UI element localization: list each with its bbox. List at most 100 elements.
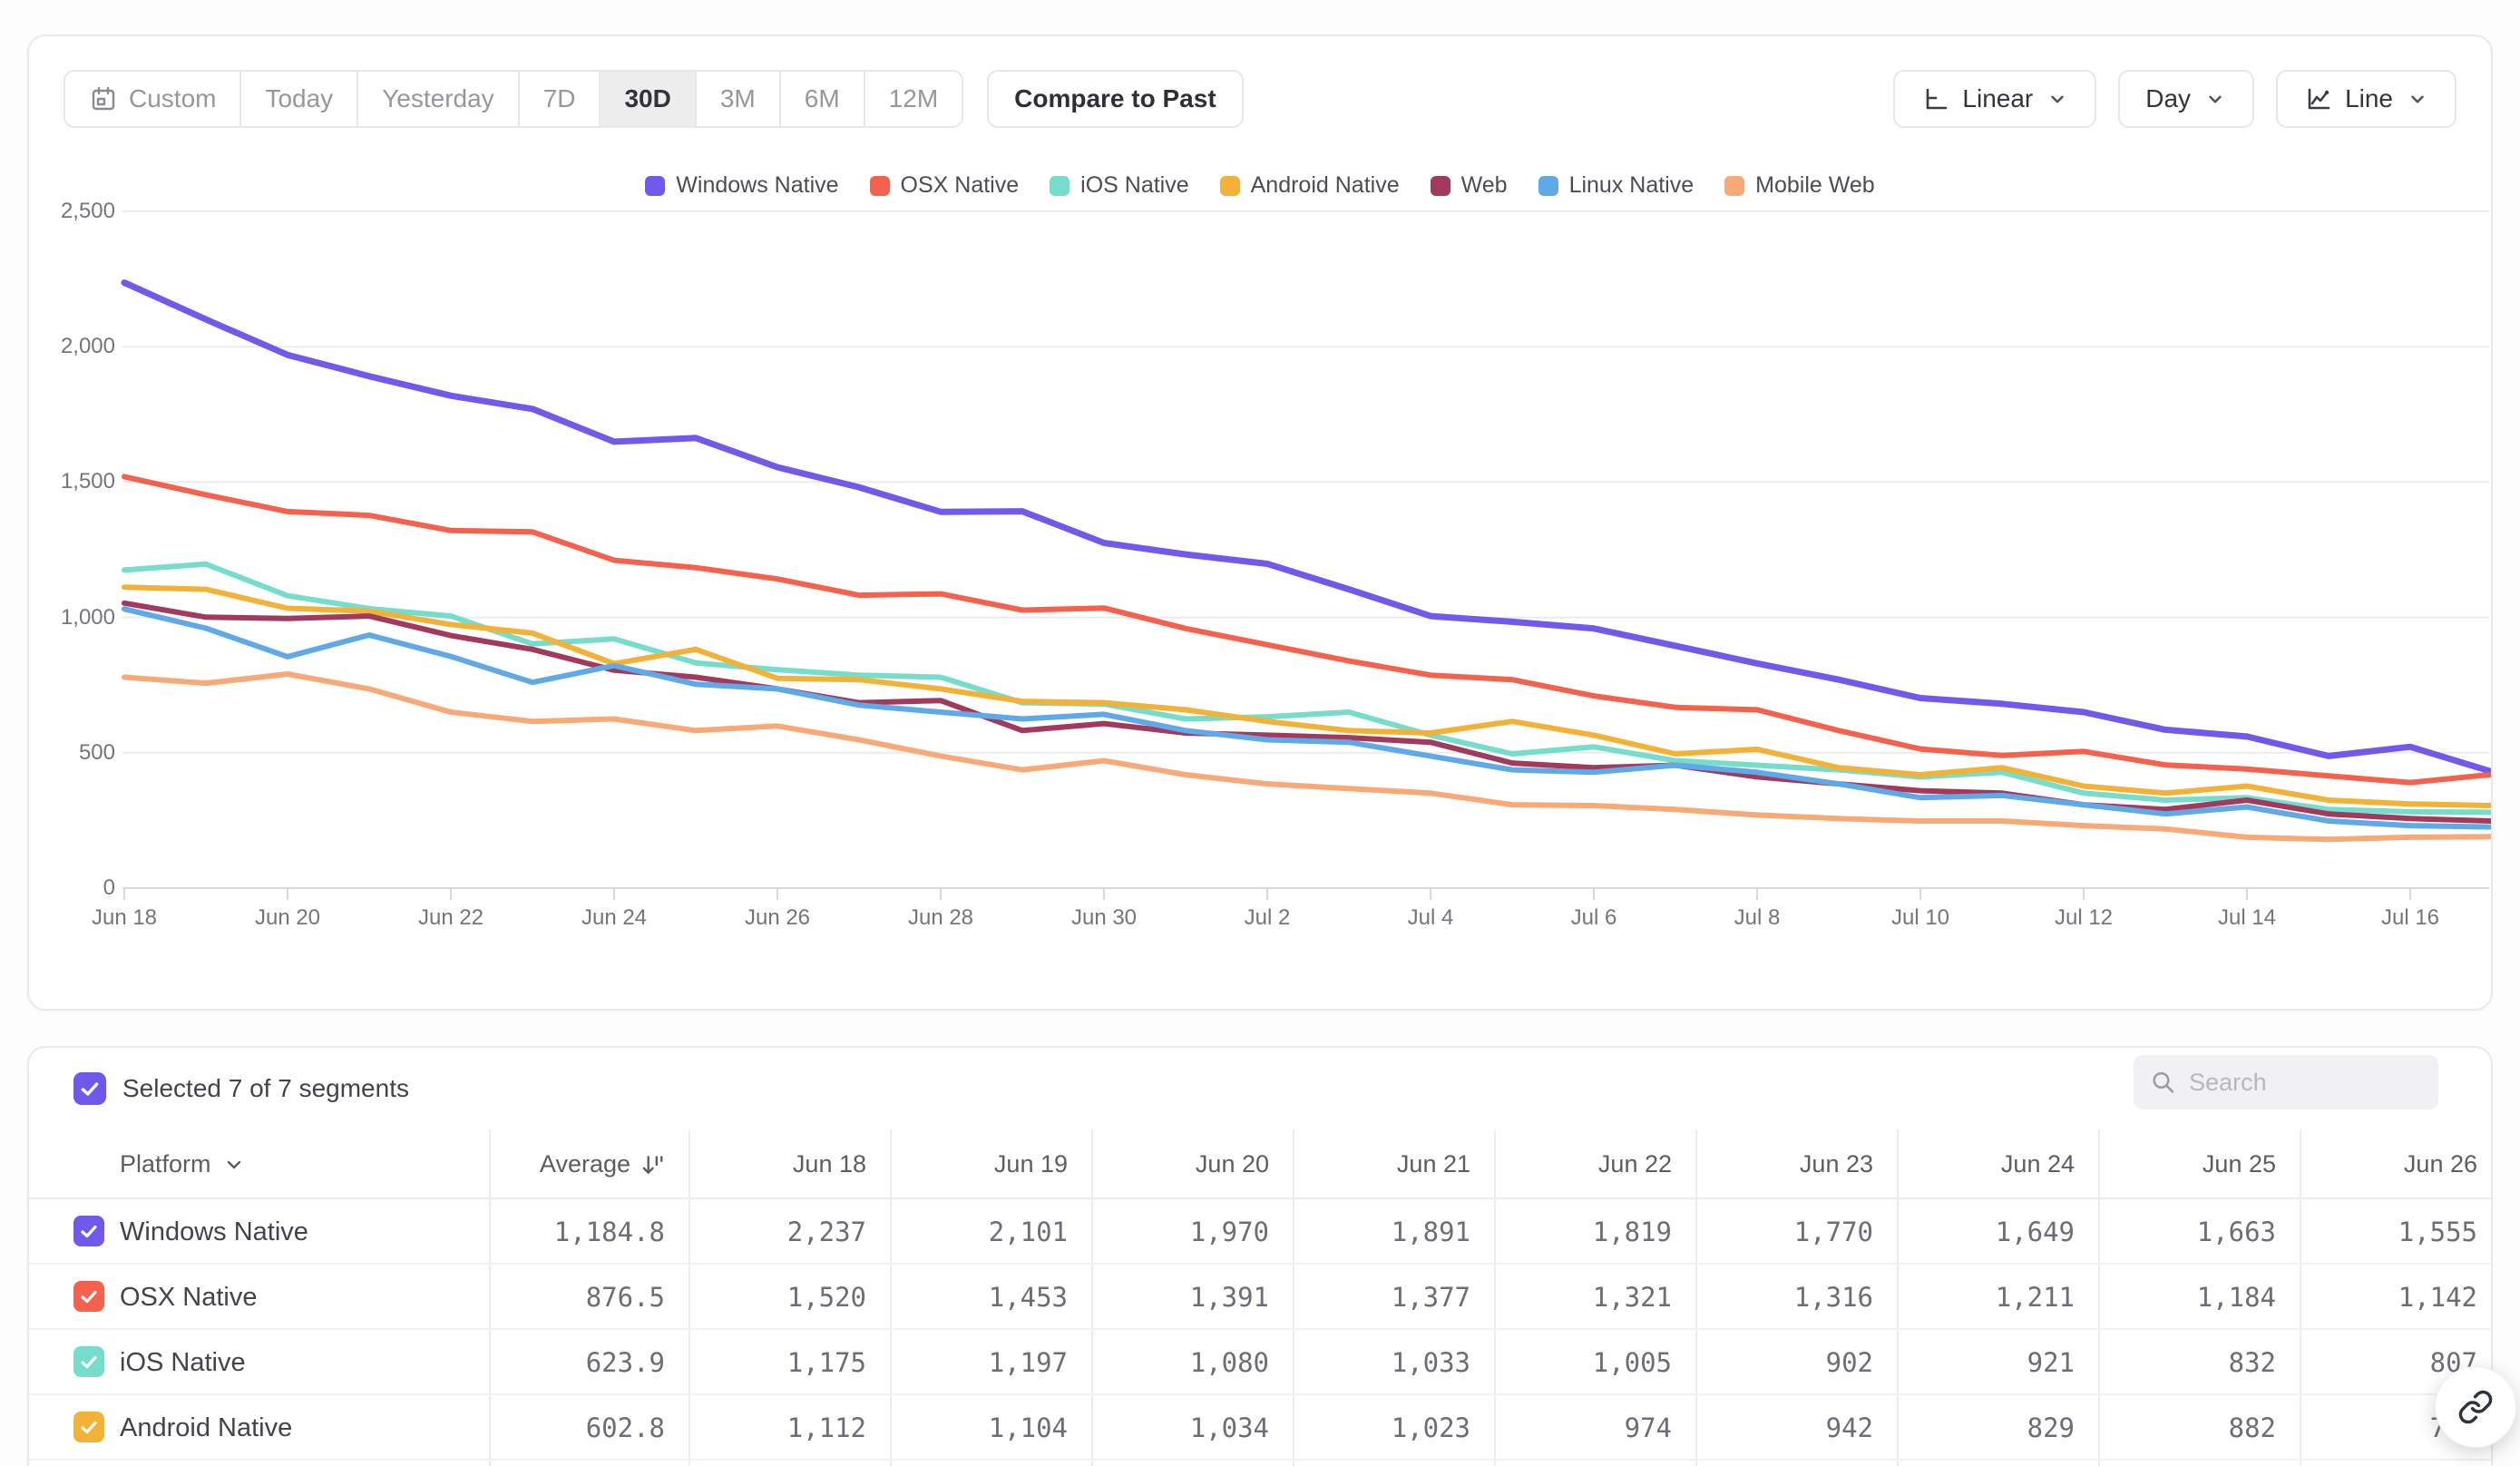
legend-label: Linux Native: [1568, 172, 1695, 198]
column-header-jun-25[interactable]: Jun 25: [2098, 1129, 2276, 1199]
y-axis-tick-label: 500: [78, 739, 115, 765]
column-header-average[interactable]: Average: [489, 1129, 665, 1199]
legend-item[interactable]: Linux Native: [1538, 172, 1695, 199]
column-header-platform[interactable]: Platform: [120, 1129, 464, 1199]
column-divider: [1695, 1129, 1697, 1466]
series-line-ios-native: [122, 561, 2491, 816]
column-header-label: Jun 18: [792, 1150, 866, 1178]
range-3m-button[interactable]: 3M: [696, 72, 781, 126]
range-yesterday-button[interactable]: Yesterday: [358, 72, 520, 126]
range-30d-button[interactable]: 30D: [601, 72, 697, 126]
date-value: 2,237: [786, 1217, 866, 1247]
range-12m-button[interactable]: 12M: [864, 72, 962, 126]
x-axis-tick-label: Jul 2: [1244, 905, 1291, 930]
row-checkbox[interactable]: [73, 1216, 104, 1246]
date-value: 1,891: [1391, 1217, 1470, 1247]
column-header-jun-19[interactable]: Jun 19: [890, 1129, 1068, 1199]
x-axis-tick-label: Jul 8: [1734, 905, 1781, 930]
date-value: 882: [2228, 1412, 2276, 1443]
table-row[interactable]: iOS Native 623.9 1,175 1,197 1,080 1,033 1,005…: [29, 1330, 2491, 1395]
check-icon: [81, 1355, 97, 1369]
date-value: 921: [2027, 1347, 2075, 1378]
chart-type-select[interactable]: Line: [2276, 70, 2457, 128]
legend-swatch-icon: [1050, 175, 1070, 196]
x-axis-tick-label: Jun 20: [254, 905, 321, 930]
chevron-down-icon: [2209, 95, 2222, 103]
segments-table: Platform Average Jun 18 Jun 19 Jun 20 Jun 21 J…: [29, 1129, 2491, 1466]
column-header-jun-22[interactable]: Jun 22: [1494, 1129, 1672, 1199]
platform-name: iOS Native: [120, 1347, 246, 1377]
column-header-jun-26[interactable]: Jun 26: [2300, 1129, 2477, 1199]
date-value: 1,175: [786, 1347, 866, 1378]
column-divider: [489, 1129, 491, 1466]
column-header-label: Platform: [120, 1150, 211, 1178]
platform-name: Android Native: [120, 1412, 293, 1442]
table-header-row: Platform Average Jun 18 Jun 19 Jun 20 Jun 21 J…: [29, 1129, 2491, 1199]
column-header-jun-23[interactable]: Jun 23: [1695, 1129, 1873, 1199]
legend-item[interactable]: Mobile Web: [1724, 172, 1875, 199]
series-line-windows-native: [121, 279, 2491, 776]
date-value: 1,321: [1592, 1282, 1672, 1313]
date-range-control: Custom Today Yesterday 7D 30D 3M 6M 12M: [63, 70, 964, 128]
range-custom-button[interactable]: Custom: [65, 72, 242, 126]
date-value: 1,649: [1995, 1217, 2075, 1247]
table-row[interactable]: OSX Native 876.5 1,520 1,453 1,391 1,377 1,321…: [29, 1265, 2491, 1330]
legend-item[interactable]: Windows Native: [645, 172, 839, 199]
series-line-osx-native: [122, 474, 2491, 786]
column-header-jun-24[interactable]: Jun 24: [1897, 1129, 2075, 1199]
select-all-checkbox[interactable]: [73, 1072, 106, 1105]
x-axis-tick-label: Jun 22: [417, 905, 484, 930]
scale-select[interactable]: Linear: [1893, 70, 2097, 128]
platform-name: OSX Native: [120, 1282, 258, 1312]
row-checkbox[interactable]: [73, 1412, 104, 1442]
chart-toolbar: Custom Today Yesterday 7D 30D 3M 6M 12M …: [63, 70, 2457, 128]
average-value: 623.9: [585, 1347, 665, 1378]
date-value: 1,142: [2398, 1282, 2477, 1313]
average-value: 876.5: [585, 1282, 665, 1313]
check-icon: [81, 1082, 99, 1096]
date-value: 1,034: [1189, 1412, 1269, 1443]
column-divider: [1091, 1129, 1093, 1466]
legend-item[interactable]: Android Native: [1219, 172, 1400, 199]
legend-item[interactable]: OSX Native: [869, 172, 1019, 199]
column-divider: [890, 1129, 892, 1466]
interval-select[interactable]: Day: [2118, 70, 2255, 128]
row-checkbox[interactable]: [73, 1346, 104, 1377]
row-checkbox[interactable]: [73, 1281, 104, 1312]
chart-card: Custom Today Yesterday 7D 30D 3M 6M 12M …: [27, 34, 2493, 1011]
legend-label: Web: [1460, 172, 1508, 198]
x-axis-tick-label: Jun 26: [744, 905, 811, 930]
legend-swatch-icon: [1538, 175, 1558, 196]
column-header-jun-18[interactable]: Jun 18: [689, 1129, 866, 1199]
table-row[interactable]: Android Native 602.8 1,112 1,104 1,034 1,023 9…: [29, 1395, 2491, 1461]
share-link-button[interactable]: [2435, 1366, 2516, 1448]
legend-item[interactable]: Web: [1430, 172, 1508, 199]
date-value: 1,770: [1793, 1217, 1873, 1247]
compare-to-past-button[interactable]: Compare to Past: [987, 70, 1244, 128]
check-icon: [81, 1290, 97, 1304]
range-today-button[interactable]: Today: [241, 72, 359, 126]
table-row[interactable]: Windows Native 1,184.8 2,237 2,101 1,970 1,89…: [29, 1199, 2491, 1265]
segments-card: Selected 7 of 7 segments Platform Average…: [27, 1046, 2493, 1466]
chart-options: Linear Day Line: [1893, 70, 2457, 128]
x-axis-tick-label: Jun 24: [581, 905, 648, 930]
date-value: 1,520: [786, 1282, 866, 1313]
date-value: 1,377: [1391, 1282, 1470, 1313]
line-chart[interactable]: [29, 36, 2493, 1011]
range-6m-button[interactable]: 6M: [780, 72, 865, 126]
column-divider: [1293, 1129, 1294, 1466]
range-7d-button[interactable]: 7D: [519, 72, 601, 126]
date-value: 1,033: [1391, 1347, 1470, 1378]
y-axis-tick-label: 2,000: [60, 334, 115, 359]
column-header-jun-20[interactable]: Jun 20: [1091, 1129, 1269, 1199]
column-header-label: Jun 23: [1799, 1150, 1873, 1178]
legend-label: iOS Native: [1080, 172, 1189, 198]
search-input[interactable]: [2189, 1068, 2422, 1097]
column-header-label: Jun 21: [1396, 1150, 1470, 1178]
column-header-jun-21[interactable]: Jun 21: [1293, 1129, 1470, 1199]
date-value: 1,104: [988, 1412, 1068, 1443]
selected-summary: Selected 7 of 7 segments: [122, 1074, 409, 1102]
x-axis-tick-label: Jul 4: [1407, 905, 1454, 930]
legend-item[interactable]: iOS Native: [1050, 172, 1189, 199]
y-axis-tick-label: 0: [103, 875, 115, 900]
